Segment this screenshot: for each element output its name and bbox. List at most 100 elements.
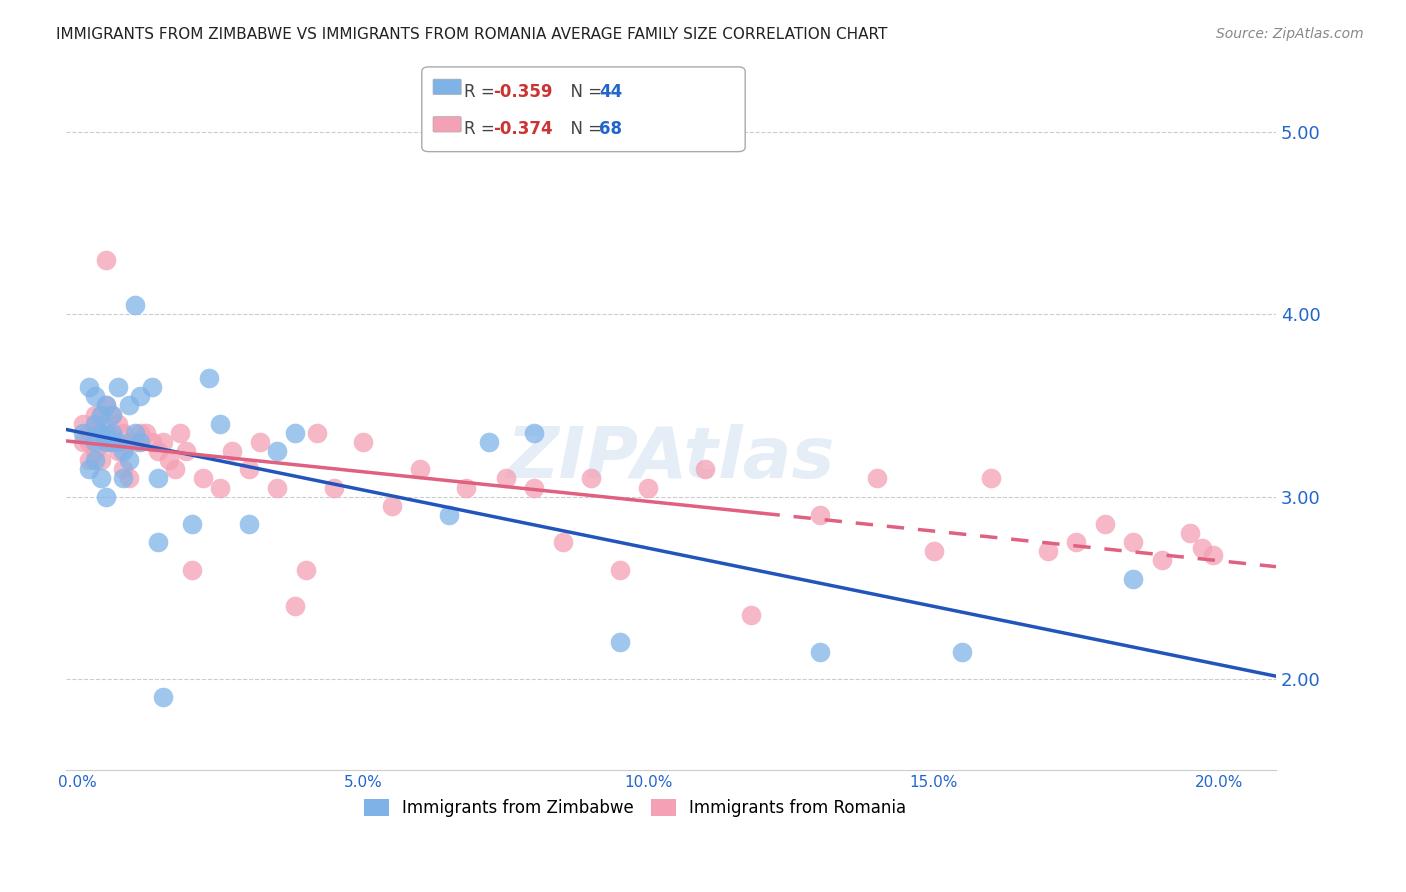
Point <box>193 471 215 485</box>
Point <box>808 508 831 522</box>
Point <box>141 434 163 449</box>
Point <box>323 481 346 495</box>
Point <box>637 481 659 495</box>
Point <box>118 399 141 413</box>
Point <box>238 462 260 476</box>
Point <box>96 399 118 413</box>
Text: N =: N = <box>560 120 607 138</box>
Point <box>89 408 111 422</box>
Point <box>89 408 111 422</box>
Point <box>180 562 202 576</box>
Point <box>209 481 232 495</box>
Point <box>495 471 517 485</box>
Point <box>283 425 305 440</box>
Text: 68: 68 <box>599 120 621 138</box>
Point <box>1122 572 1144 586</box>
Point <box>266 481 288 495</box>
Point <box>1202 548 1225 562</box>
Point <box>238 516 260 531</box>
Point <box>865 471 887 485</box>
Point <box>609 562 631 576</box>
Point <box>477 434 499 449</box>
Point <box>124 298 146 312</box>
Point <box>112 444 135 458</box>
Point <box>581 471 603 485</box>
Point <box>198 371 221 385</box>
Point <box>83 444 105 458</box>
Point <box>295 562 318 576</box>
Text: IMMIGRANTS FROM ZIMBABWE VS IMMIGRANTS FROM ROMANIA AVERAGE FAMILY SIZE CORRELAT: IMMIGRANTS FROM ZIMBABWE VS IMMIGRANTS F… <box>56 27 887 42</box>
Point <box>101 434 124 449</box>
Point <box>89 425 111 440</box>
Point <box>146 444 169 458</box>
Point <box>174 444 197 458</box>
Point <box>146 471 169 485</box>
Point <box>96 252 118 267</box>
Point <box>980 471 1002 485</box>
Point <box>107 434 129 449</box>
Text: R =: R = <box>464 83 501 101</box>
Point <box>101 425 124 440</box>
Point <box>101 408 124 422</box>
Point <box>118 453 141 467</box>
Text: R =: R = <box>464 120 501 138</box>
Point <box>146 535 169 549</box>
Point <box>77 453 100 467</box>
Point <box>72 434 94 449</box>
Point <box>141 380 163 394</box>
Point <box>83 453 105 467</box>
Point <box>169 425 191 440</box>
Point <box>124 434 146 449</box>
Point <box>283 599 305 613</box>
Point <box>96 425 118 440</box>
Point <box>124 425 146 440</box>
Point <box>352 434 374 449</box>
Point <box>157 453 180 467</box>
Point <box>77 462 100 476</box>
Point <box>112 462 135 476</box>
Point <box>409 462 432 476</box>
Point <box>96 434 118 449</box>
Point <box>609 635 631 649</box>
Point <box>523 425 546 440</box>
Point <box>209 417 232 431</box>
Point <box>695 462 717 476</box>
Point <box>118 434 141 449</box>
Point <box>1094 516 1116 531</box>
Point <box>523 481 546 495</box>
Point <box>1191 541 1213 555</box>
Text: -0.359: -0.359 <box>494 83 553 101</box>
Point <box>152 690 174 704</box>
Point <box>89 425 111 440</box>
Point <box>101 425 124 440</box>
Point <box>437 508 460 522</box>
Point <box>1150 553 1173 567</box>
Point <box>1066 535 1088 549</box>
Point <box>950 644 973 658</box>
Point <box>77 434 100 449</box>
Point <box>96 399 118 413</box>
Point <box>101 434 124 449</box>
Point <box>922 544 945 558</box>
Point <box>135 425 157 440</box>
Point <box>96 490 118 504</box>
Point <box>83 389 105 403</box>
Point <box>89 471 111 485</box>
Point <box>163 462 186 476</box>
Text: ZIPAtlas: ZIPAtlas <box>508 424 835 493</box>
Point <box>307 425 329 440</box>
Point <box>180 516 202 531</box>
Point <box>112 425 135 440</box>
Point <box>89 453 111 467</box>
Point <box>77 380 100 394</box>
Point <box>72 425 94 440</box>
Point <box>1122 535 1144 549</box>
Point <box>107 444 129 458</box>
Point <box>1180 526 1202 541</box>
Point <box>129 434 152 449</box>
Point <box>112 471 135 485</box>
Point <box>83 417 105 431</box>
Point <box>266 444 288 458</box>
Text: N =: N = <box>560 83 607 101</box>
Point <box>221 444 243 458</box>
